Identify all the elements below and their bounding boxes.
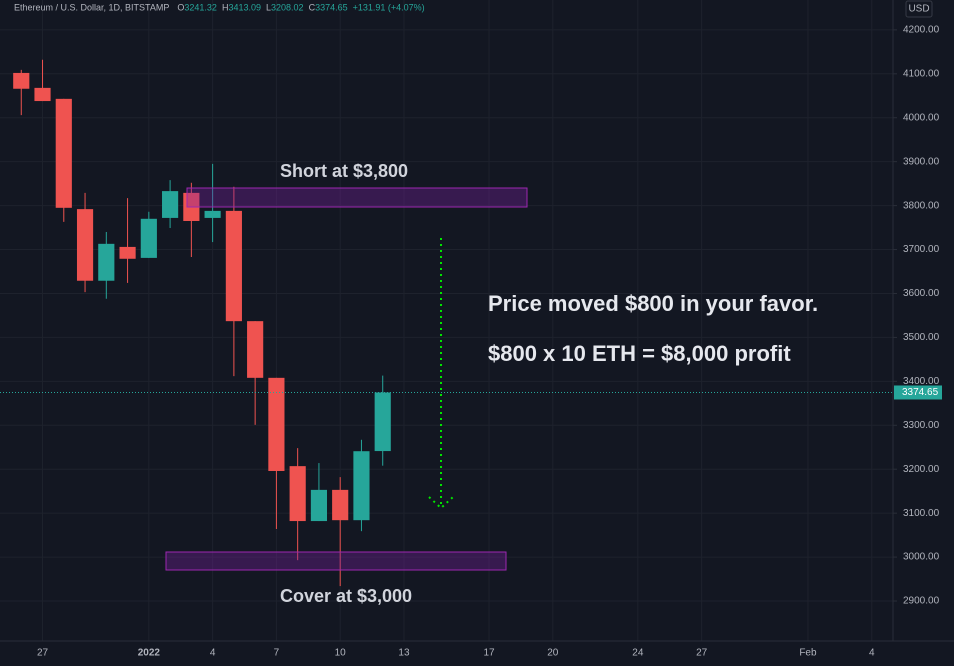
annotation: Short at $3,800 bbox=[280, 161, 408, 181]
legend-key: O bbox=[177, 2, 184, 12]
x-tick-label: 4 bbox=[210, 648, 216, 659]
y-tick-label: 3000.00 bbox=[903, 552, 940, 563]
y-tick-label: 3300.00 bbox=[903, 420, 940, 431]
legend-value: 3374.65 bbox=[315, 2, 348, 12]
annotation: Price moved $800 in your favor. bbox=[488, 291, 818, 316]
y-tick-label: 3900.00 bbox=[903, 156, 940, 167]
legend-value: 3241.32 bbox=[184, 2, 217, 12]
y-tick-label: 3700.00 bbox=[903, 244, 940, 255]
candle-body bbox=[353, 451, 370, 521]
candle-body bbox=[98, 243, 115, 281]
candle-body bbox=[13, 72, 30, 89]
x-tick-label: 27 bbox=[37, 648, 49, 659]
x-tick-label: Feb bbox=[799, 648, 817, 659]
candle-body bbox=[374, 392, 391, 452]
y-tick-label: 3600.00 bbox=[903, 288, 940, 299]
x-tick-label: 13 bbox=[398, 648, 410, 659]
short-zone bbox=[186, 187, 528, 208]
candle-body bbox=[204, 210, 221, 218]
legend-value: 3208.02 bbox=[271, 2, 304, 12]
legend-key: H bbox=[222, 2, 229, 12]
cover-zone bbox=[165, 551, 507, 571]
currency[interactable]: USD bbox=[908, 4, 929, 15]
last-price-label: 3374.65 bbox=[902, 387, 939, 398]
legend-key: L bbox=[266, 2, 271, 12]
legend-key: C bbox=[309, 2, 316, 12]
annotation: Cover at $3,000 bbox=[280, 586, 412, 606]
candle-body bbox=[247, 321, 264, 378]
candle-body bbox=[119, 246, 136, 259]
candle-body bbox=[289, 466, 306, 522]
legend-change: +131.91 (+4.07%) bbox=[353, 2, 425, 12]
candle-body bbox=[268, 377, 285, 471]
legend-value: 3413.09 bbox=[228, 2, 261, 12]
annotation: $800 x 10 ETH = $8,000 profit bbox=[488, 341, 791, 366]
x-tick-label: 27 bbox=[696, 648, 708, 659]
y-tick-label: 3800.00 bbox=[903, 200, 940, 211]
y-tick-label: 2900.00 bbox=[903, 596, 940, 607]
y-tick-label: 3400.00 bbox=[903, 376, 940, 387]
candle-body bbox=[140, 218, 157, 258]
x-tick-label: 17 bbox=[483, 648, 495, 659]
last-price-tag bbox=[894, 385, 942, 400]
x-tick-label: 10 bbox=[335, 648, 347, 659]
candle-body bbox=[225, 210, 242, 322]
candle-body bbox=[55, 98, 72, 208]
candle-body bbox=[76, 209, 94, 281]
legend-title: Ethereum / U.S. Dollar, 1D, BITSTAMP bbox=[14, 2, 169, 12]
candle-body bbox=[310, 489, 328, 522]
y-tick-label: 4200.00 bbox=[903, 25, 940, 36]
candle-body bbox=[332, 489, 349, 521]
x-tick-label: 2022 bbox=[138, 648, 161, 659]
x-tick-label: 7 bbox=[274, 648, 280, 659]
currency-box[interactable] bbox=[905, 0, 933, 18]
y-tick-label: 3100.00 bbox=[903, 508, 940, 519]
y-tick-label: 4100.00 bbox=[903, 68, 940, 79]
y-tick-label: 4000.00 bbox=[903, 112, 940, 123]
x-tick-label: 24 bbox=[632, 648, 644, 659]
y-tick-label: 3500.00 bbox=[903, 332, 940, 343]
x-tick-label: 20 bbox=[547, 648, 559, 659]
candle-body bbox=[162, 191, 179, 218]
candle-body bbox=[34, 87, 51, 102]
legend-header: Ethereum / U.S. Dollar, 1D, BITSTAMP O 324… bbox=[14, 2, 425, 12]
y-tick-label: 3200.00 bbox=[903, 464, 940, 475]
x-tick-label: 4 bbox=[869, 648, 875, 659]
